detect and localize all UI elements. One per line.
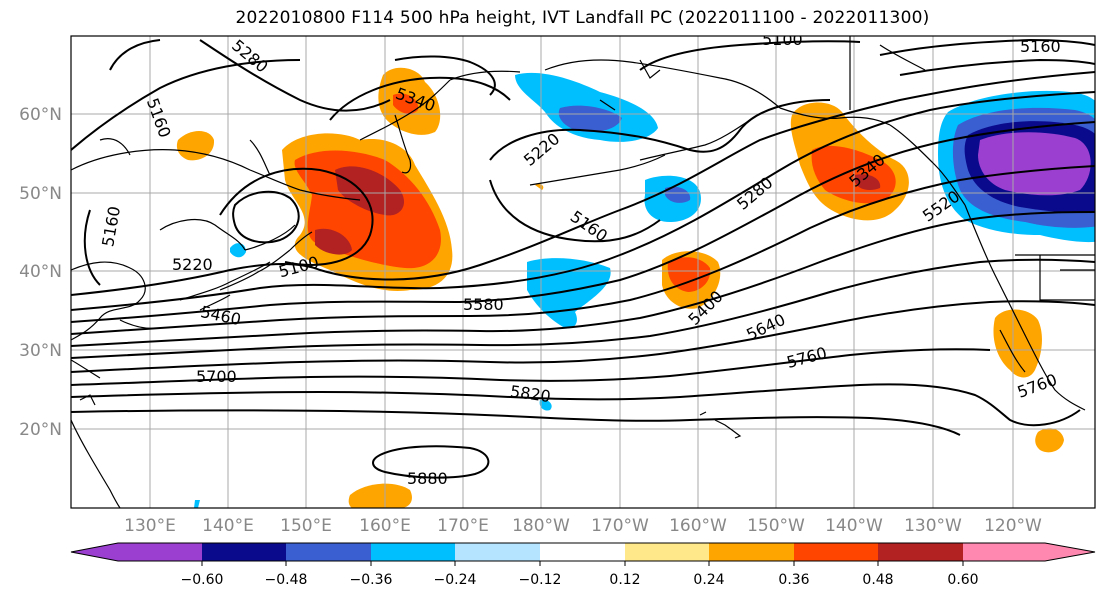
lat-label: 60°N	[19, 105, 62, 125]
colorbar-swatch	[286, 543, 371, 561]
lat-label: 40°N	[19, 262, 62, 282]
ivt-shading	[176, 67, 1095, 508]
colorbar-tick-label: 0.48	[862, 572, 893, 588]
colorbar-ticks	[201, 561, 964, 566]
coastlines	[71, 36, 1095, 508]
colorbar-tick-label: −0.36	[350, 572, 393, 588]
colorbar-tick-label: −0.24	[434, 572, 477, 588]
colorbar-tick-label: −0.48	[265, 572, 308, 588]
colorbar-extend-left	[71, 543, 118, 561]
lon-label: 150°E	[280, 516, 332, 536]
colorbar-outline	[70, 542, 1096, 562]
lat-label: 50°N	[19, 184, 62, 204]
colorbar-tick-label: 0.60	[947, 572, 978, 588]
longitude-labels: 130°E 140°E 150°E 160°E 170°E 180°W 170°…	[124, 516, 1042, 536]
colorbar-tick-label: −0.60	[181, 572, 224, 588]
colorbar-swatch	[371, 543, 455, 561]
colorbar-tick-label: 0.12	[609, 572, 640, 588]
colorbar-swatch	[118, 543, 202, 561]
lon-label: 170°W	[591, 516, 649, 536]
contour-label: 5580	[463, 295, 504, 314]
colorbar-swatch	[878, 543, 963, 561]
colorbar-tick-label: 0.24	[693, 572, 724, 588]
lon-label: 120°W	[984, 516, 1042, 536]
colorbar-tick-label: −0.12	[519, 572, 562, 588]
latitude-labels: 60°N 50°N 40°N 30°N 20°N	[19, 105, 62, 440]
colorbar-tick-label: 0.36	[778, 572, 809, 588]
lon-label: 130°W	[904, 516, 962, 536]
contour-label: 5880	[407, 469, 448, 488]
lon-label: 150°W	[747, 516, 805, 536]
colorbar-extend-right	[963, 543, 1095, 561]
lon-label: 170°E	[437, 516, 489, 536]
colorbar-tick-labels: −0.60 −0.48 −0.36 −0.24 −0.12 0.12 0.24 …	[181, 572, 979, 588]
lat-label: 30°N	[19, 341, 62, 361]
colorbar-swatch	[709, 543, 794, 561]
colorbar-swatch	[455, 543, 540, 561]
height-contours	[71, 38, 1095, 479]
lat-label: 20°N	[19, 420, 62, 440]
contour-label: 5220	[172, 255, 213, 274]
lon-label: 140°E	[202, 516, 254, 536]
map-frame	[70, 35, 1096, 509]
colorbar: −0.60 −0.48 −0.36 −0.24 −0.12 0.12 0.24 …	[70, 542, 1096, 588]
contour-label: 5700	[196, 367, 237, 386]
lon-label: 160°E	[359, 516, 411, 536]
lon-label: 130°E	[124, 516, 176, 536]
colorbar-swatch	[794, 543, 878, 561]
contour-label: 5100	[762, 30, 803, 49]
colorbar-swatch	[625, 543, 709, 561]
lon-label: 180°W	[512, 516, 570, 536]
map-title: 2022010800 F114 500 hPa height, IVT Land…	[235, 8, 930, 28]
lon-label: 160°W	[669, 516, 727, 536]
contour-label: 5160	[1020, 37, 1061, 56]
colorbar-swatch	[540, 543, 625, 561]
colorbar-swatch	[202, 543, 286, 561]
lon-label: 140°W	[825, 516, 883, 536]
